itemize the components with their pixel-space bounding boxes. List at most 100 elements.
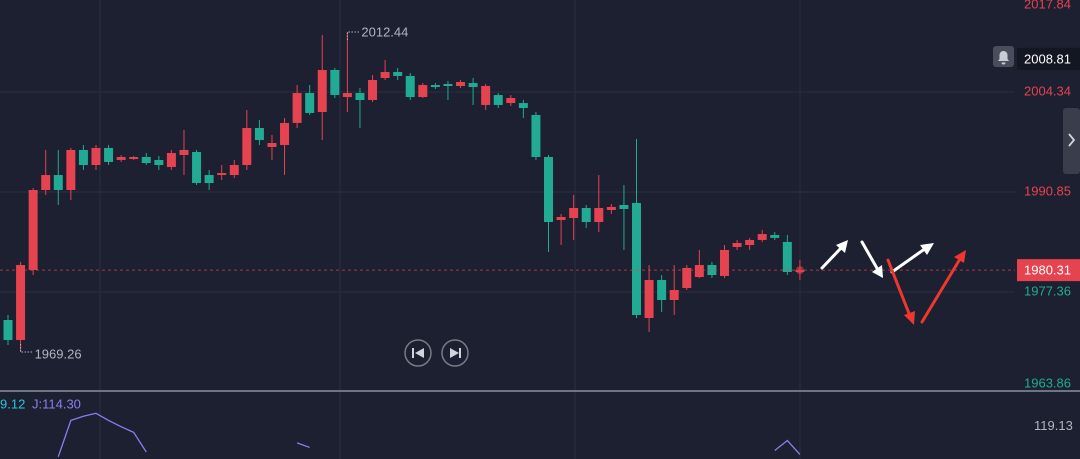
- candle-body: [757, 234, 767, 240]
- candle-body: [66, 149, 76, 190]
- arrow-head: [904, 311, 915, 325]
- next-bar: [459, 348, 461, 358]
- candle-body: [192, 151, 202, 184]
- arrow-line: [890, 246, 928, 274]
- candle-body: [342, 93, 352, 98]
- v-grid: [99, 0, 801, 459]
- prev-bar: [412, 348, 414, 358]
- candle-body: [204, 175, 214, 184]
- candle-body: [481, 85, 491, 105]
- candle-body: [3, 320, 13, 341]
- candle-body: [606, 206, 616, 211]
- arrow-line: [860, 240, 880, 272]
- low-connector: [20, 344, 33, 353]
- candle-body: [405, 75, 415, 98]
- candle-body: [380, 71, 390, 78]
- candle-body: [493, 95, 503, 105]
- candle-body: [254, 128, 264, 141]
- candle-body: [556, 216, 566, 221]
- candle-body: [506, 98, 516, 104]
- candle-body: [632, 202, 641, 315]
- high-connector: [346, 31, 360, 40]
- candle-body: [242, 128, 252, 166]
- candle-body: [355, 93, 365, 101]
- candle-body: [16, 265, 26, 341]
- candle-body: [166, 153, 176, 168]
- candle-body: [694, 265, 704, 278]
- candle-body: [368, 79, 378, 101]
- arrow-head: [920, 243, 934, 255]
- alert-price-label: 2008.81: [1024, 51, 1071, 66]
- candle-body: [418, 85, 428, 98]
- candle-body: [78, 149, 88, 166]
- y-tick-label: 1977.36: [1024, 283, 1071, 298]
- arrow-head: [836, 240, 848, 253]
- alert-bell[interactable]: [993, 46, 1014, 67]
- y-tick-label: 1990.85: [1024, 183, 1071, 198]
- side-tab-chevron: [1068, 133, 1076, 147]
- candle-body: [116, 157, 126, 160]
- price-pane: 2017.84 2004.34 1990.85 1977.36 1963.86 2012.…: [0, 0, 1080, 390]
- candle-body: [91, 147, 101, 166]
- candle-body: [280, 122, 290, 145]
- arrow-line: [886, 258, 912, 318]
- candle-body: [782, 241, 792, 272]
- y-tick-label: 119.13: [1034, 418, 1073, 433]
- candle-body: [41, 175, 51, 190]
- candle-body: [719, 249, 729, 276]
- candle-body: [657, 279, 667, 301]
- indicator-pane: 119.13 9.12 J:114.30: [0, 396, 1073, 457]
- candle-body: [770, 234, 780, 238]
- candle-body: [129, 157, 139, 160]
- last-price-label: 1980.31: [1024, 263, 1071, 278]
- low-label: 1969.26: [35, 346, 82, 361]
- candle-body: [468, 83, 478, 88]
- candle-body: [154, 159, 164, 166]
- next-button[interactable]: [441, 339, 469, 367]
- candle-body: [644, 279, 654, 319]
- indicator-line: [57, 412, 801, 457]
- arrow-head: [954, 250, 966, 263]
- last-price-box: [1017, 259, 1080, 282]
- candle-body: [141, 157, 151, 164]
- candle-body: [544, 157, 554, 223]
- side-tab[interactable]: [1063, 108, 1080, 174]
- indicator-legend: J:114.30: [32, 396, 81, 411]
- candle-body: [594, 208, 604, 223]
- prev-button[interactable]: [404, 339, 432, 367]
- last-price-dot: [795, 266, 804, 275]
- candle-body: [732, 242, 742, 248]
- candle-body: [305, 93, 315, 113]
- candle-body: [179, 149, 189, 156]
- alert-price-box: [1017, 47, 1080, 70]
- candle-body: [28, 189, 38, 270]
- indicator-legend: 9.12: [0, 396, 25, 411]
- drawn-arrows: [820, 240, 966, 325]
- bell-icon: [998, 51, 1009, 65]
- high-label: 2012.44: [361, 24, 408, 39]
- arrow-line: [820, 245, 844, 270]
- arrow-head: [872, 265, 883, 278]
- y-tick-label: 1963.86: [1024, 375, 1071, 390]
- candle-body: [393, 71, 403, 76]
- candle-body: [292, 93, 302, 123]
- side-tab-box: [1063, 108, 1080, 174]
- candle-body: [707, 265, 717, 276]
- candle-body: [619, 204, 629, 209]
- candle-body: [53, 175, 63, 190]
- candle-body: [581, 208, 591, 223]
- prev-triangle: [415, 348, 424, 358]
- candle-body: [443, 83, 453, 86]
- candle-body: [531, 114, 541, 158]
- candle-body: [317, 69, 327, 113]
- candle-body: [518, 103, 528, 109]
- candle-body: [217, 173, 227, 176]
- replay-controls: [404, 339, 469, 367]
- next-triangle: [450, 348, 459, 358]
- arrow-line: [920, 257, 962, 324]
- candle-body: [430, 85, 440, 88]
- candle-body: [229, 165, 239, 176]
- candle-body: [569, 208, 579, 219]
